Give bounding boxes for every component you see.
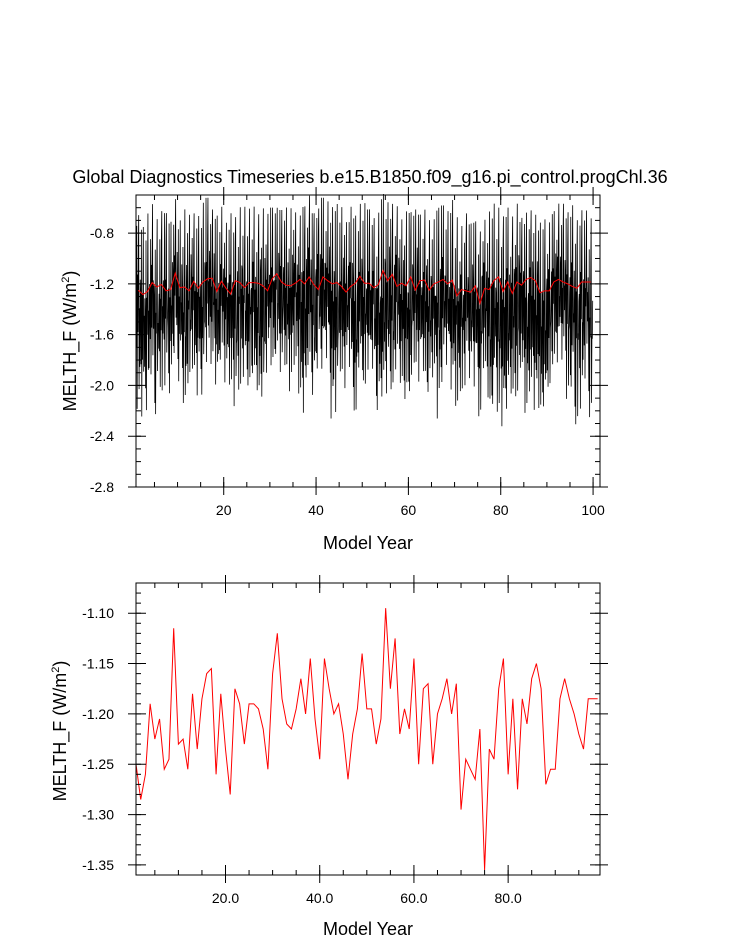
bottom-chart-ytick-label: -1.10 xyxy=(82,605,114,621)
top-chart-ylabel: MELTH_F (W/m2) xyxy=(60,271,81,412)
top-chart-annual-line xyxy=(137,269,591,306)
bottom-chart-ytick-label: -1.25 xyxy=(82,756,114,772)
bottom-chart-xtick-label: 40.0 xyxy=(306,890,333,906)
bottom-chart-xlabel: Model Year xyxy=(323,919,413,939)
bottom-chart-series xyxy=(135,608,598,870)
top-chart-frame xyxy=(135,194,601,488)
top-chart-series xyxy=(135,193,594,427)
bottom-chart: 20.0 40.0 60.0 80.0 -1.35 -1.30 -1.25 -1.20 -1.1… xyxy=(50,575,608,939)
top-chart-ytick-label: -2.4 xyxy=(90,428,114,444)
figure-title: Global Diagnostics Timeseries b.e15.B185… xyxy=(72,167,667,188)
top-chart-xlabel: Model Year xyxy=(323,533,413,553)
bottom-chart-annual-line xyxy=(135,608,598,870)
bottom-chart-ylabel-end: ) xyxy=(50,661,70,667)
bottom-chart-ytick-label: -1.30 xyxy=(82,807,114,823)
bottom-chart-xtick-label: 20.0 xyxy=(212,890,239,906)
bottom-chart-axes: 20.0 40.0 60.0 80.0 -1.35 -1.30 -1.25 -1.20 -1.1… xyxy=(82,575,608,906)
bottom-chart-ylabel: MELTH_F (W/m2) xyxy=(50,661,71,802)
top-chart-ytick-label: -1.6 xyxy=(90,327,114,343)
top-chart-monthly-line xyxy=(135,193,594,427)
top-chart-xtick-label: 80 xyxy=(493,502,509,518)
bottom-chart-frame xyxy=(135,582,601,876)
top-chart: 20 40 60 80 100 -2.8 -2.4 -2.0 -1.6 -1.2 -0.8 Mode… xyxy=(60,187,608,553)
top-chart-ylabel-end: ) xyxy=(60,271,80,277)
top-chart-ytick-label: -2.8 xyxy=(90,479,114,495)
bottom-chart-ytick-label: -1.15 xyxy=(82,656,114,672)
bottom-chart-ytick-label: -1.20 xyxy=(82,706,114,722)
top-chart-ylabel-sup: 2 xyxy=(60,277,72,283)
top-chart-ytick-label: -0.8 xyxy=(90,225,114,241)
bottom-chart-ytick-label: -1.35 xyxy=(82,857,114,873)
top-chart-ytick-label: -2.0 xyxy=(90,377,114,393)
top-chart-axes: 20 40 60 80 100 -2.8 -2.4 -2.0 -1.6 -1.2 -0.8 xyxy=(90,187,608,518)
bottom-chart-ylabel-main: MELTH_F (W/m xyxy=(50,673,71,802)
top-chart-xtick-label: 40 xyxy=(308,502,324,518)
top-chart-xtick-label: 60 xyxy=(401,502,417,518)
top-chart-xtick-label: 100 xyxy=(581,502,605,518)
top-chart-xtick-label: 20 xyxy=(216,502,232,518)
top-chart-ylabel-main: MELTH_F (W/m xyxy=(60,283,81,412)
bottom-chart-xtick-label: 80.0 xyxy=(495,890,522,906)
bottom-chart-ylabel-sup: 2 xyxy=(50,667,62,673)
top-chart-ytick-label: -1.2 xyxy=(90,276,114,292)
bottom-chart-xtick-label: 60.0 xyxy=(400,890,427,906)
